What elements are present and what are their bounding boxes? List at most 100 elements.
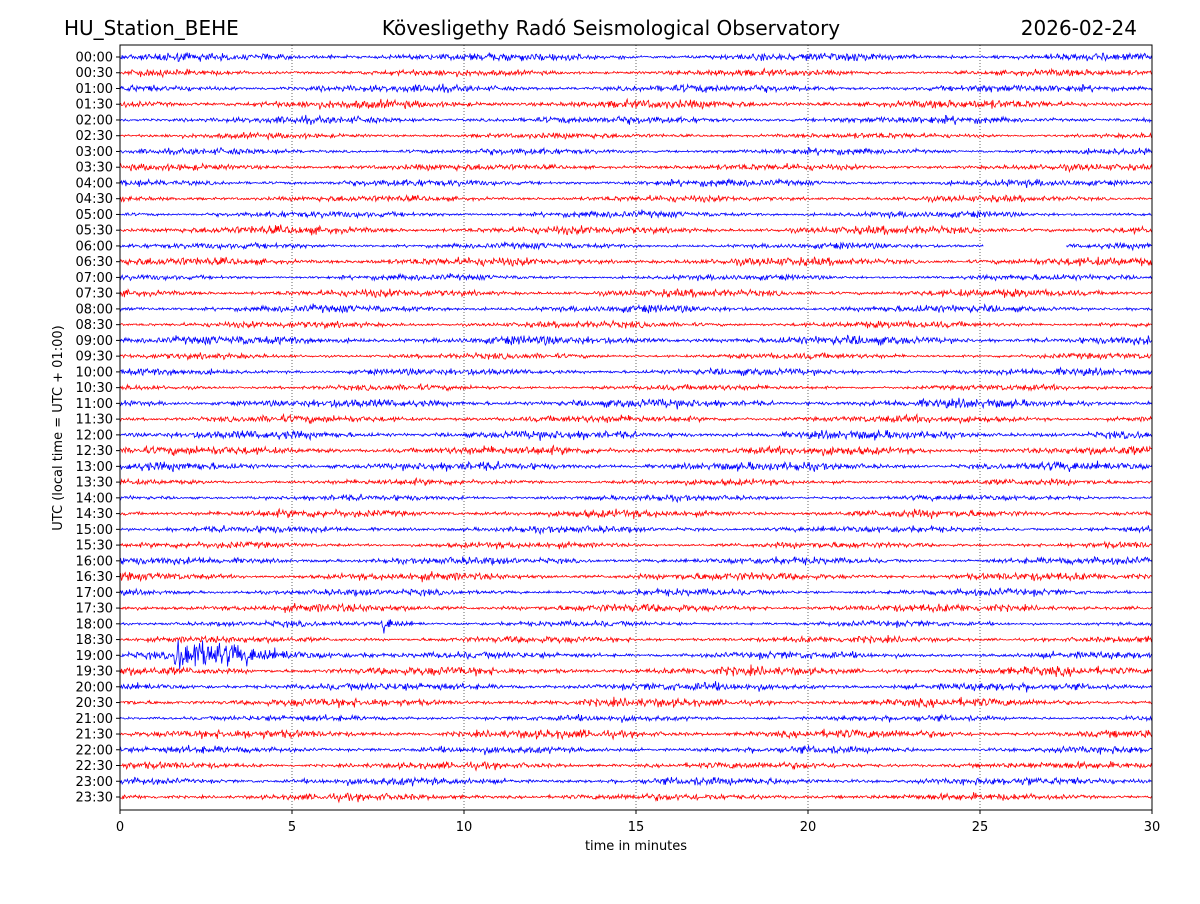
y-tick-label: 04:00 bbox=[76, 176, 113, 191]
y-tick-label: 12:30 bbox=[76, 444, 113, 459]
y-tick-label: 12:00 bbox=[76, 428, 113, 443]
trace-1030 bbox=[119, 382, 1153, 392]
y-tick-label: 02:30 bbox=[76, 129, 113, 144]
y-tick-label: 14:30 bbox=[76, 507, 113, 522]
y-tick-label: 11:30 bbox=[76, 413, 113, 428]
x-tick-label: 20 bbox=[800, 820, 817, 835]
trace-1900 bbox=[119, 640, 1153, 670]
y-tick-label: 21:00 bbox=[76, 712, 113, 727]
x-tick-label: 0 bbox=[116, 820, 124, 835]
trace-1930 bbox=[119, 664, 1153, 677]
trace-0530 bbox=[119, 224, 1153, 236]
y-tick-label: 18:00 bbox=[76, 617, 113, 632]
y-tick-label: 10:00 bbox=[76, 365, 113, 380]
y-tick-label: 18:30 bbox=[76, 633, 113, 648]
y-tick-label: 02:00 bbox=[76, 113, 113, 128]
y-tick-label: 23:30 bbox=[76, 791, 113, 806]
trace-2200 bbox=[119, 744, 1153, 756]
y-tick-label: 16:30 bbox=[76, 570, 113, 585]
y-tick-label: 13:00 bbox=[76, 460, 113, 475]
y-tick-label: 05:00 bbox=[76, 208, 113, 223]
x-tick-label: 5 bbox=[288, 820, 296, 835]
y-ticks: 00:0000:3001:0001:3002:0002:3003:0003:30… bbox=[76, 51, 120, 806]
trace-2300 bbox=[119, 776, 1152, 787]
traces bbox=[119, 52, 1153, 804]
trace-1400 bbox=[119, 493, 1153, 504]
trace-0030 bbox=[119, 67, 1153, 79]
x-ticks: 0 5 10 15 20 25 30 bbox=[116, 810, 1160, 835]
trace-1700 bbox=[119, 587, 1153, 598]
y-tick-label: 10:30 bbox=[76, 381, 113, 396]
trace-1000 bbox=[119, 366, 1153, 377]
y-tick-label: 01:30 bbox=[76, 98, 113, 113]
trace-0400 bbox=[119, 177, 1153, 188]
grid-lines bbox=[291, 45, 981, 810]
y-tick-label: 01:00 bbox=[76, 82, 113, 97]
y-tick-label: 14:00 bbox=[76, 491, 113, 506]
trace-0900 bbox=[119, 334, 1153, 347]
trace-0730 bbox=[119, 287, 1153, 299]
trace-0230 bbox=[119, 131, 1153, 141]
y-tick-label: 07:00 bbox=[76, 271, 113, 286]
trace-1500 bbox=[119, 524, 1153, 536]
trace-1430 bbox=[119, 507, 1153, 520]
y-tick-label: 03:30 bbox=[76, 161, 113, 176]
trace-1630 bbox=[119, 571, 1153, 583]
y-tick-label: 22:00 bbox=[76, 743, 113, 758]
trace-1300 bbox=[119, 460, 1153, 473]
date-title: 2026-02-24 bbox=[1021, 16, 1137, 40]
y-tick-label: 00:30 bbox=[76, 66, 113, 81]
trace-2100 bbox=[119, 713, 1153, 723]
trace-0100 bbox=[119, 83, 1153, 94]
trace-0630 bbox=[119, 256, 1153, 268]
y-tick-label: 17:00 bbox=[76, 586, 113, 601]
y-tick-label: 23:00 bbox=[76, 775, 113, 790]
trace-0800 bbox=[119, 303, 1153, 314]
y-tick-label: 15:00 bbox=[76, 523, 113, 538]
y-tick-label: 19:30 bbox=[76, 665, 113, 680]
trace-1730 bbox=[119, 602, 1153, 614]
x-tick-label: 10 bbox=[456, 820, 473, 835]
y-tick-label: 13:30 bbox=[76, 476, 113, 491]
trace-1100 bbox=[119, 397, 1153, 410]
y-tick-label: 15:30 bbox=[76, 539, 113, 554]
trace-0500 bbox=[119, 209, 1153, 220]
trace-0930 bbox=[119, 351, 1153, 361]
y-tick-label: 09:00 bbox=[76, 334, 113, 349]
trace-2330 bbox=[119, 792, 1153, 804]
trace-1800 bbox=[119, 619, 1153, 634]
y-axis-label: UTC (local time = UTC + 01:00) bbox=[51, 325, 66, 530]
y-tick-label: 11:00 bbox=[76, 397, 113, 412]
y-tick-label: 08:00 bbox=[76, 302, 113, 317]
trace-2230 bbox=[119, 760, 1153, 772]
y-tick-label: 09:30 bbox=[76, 350, 113, 365]
y-tick-label: 06:00 bbox=[76, 239, 113, 254]
x-tick-label: 15 bbox=[628, 820, 645, 835]
y-tick-label: 00:00 bbox=[76, 51, 113, 66]
x-axis-label: time in minutes bbox=[585, 839, 687, 854]
trace-2000 bbox=[119, 681, 1153, 693]
observatory-title: Kövesligethy Radó Seismological Observat… bbox=[382, 16, 840, 40]
trace-0700 bbox=[119, 272, 1153, 282]
x-tick-label: 25 bbox=[972, 820, 989, 835]
y-tick-label: 16:00 bbox=[76, 554, 113, 569]
trace-1530 bbox=[119, 540, 1153, 550]
y-tick-label: 06:30 bbox=[76, 255, 113, 270]
trace-0200 bbox=[119, 114, 1153, 125]
trace-2030 bbox=[119, 696, 1153, 709]
y-tick-label: 08:30 bbox=[76, 318, 113, 333]
trace-1830 bbox=[119, 634, 1153, 645]
trace-1130 bbox=[119, 412, 1153, 425]
trace-0600 bbox=[1066, 241, 1153, 252]
y-tick-label: 17:30 bbox=[76, 602, 113, 617]
y-tick-label: 05:30 bbox=[76, 224, 113, 239]
trace-0830 bbox=[119, 319, 1153, 330]
station-title: HU_Station_BEHE bbox=[64, 16, 239, 40]
trace-1330 bbox=[119, 477, 1153, 487]
y-tick-label: 19:00 bbox=[76, 649, 113, 664]
trace-0000 bbox=[119, 52, 1153, 63]
trace-1600 bbox=[119, 555, 1153, 567]
trace-2130 bbox=[119, 728, 1153, 741]
y-tick-label: 07:30 bbox=[76, 287, 113, 302]
